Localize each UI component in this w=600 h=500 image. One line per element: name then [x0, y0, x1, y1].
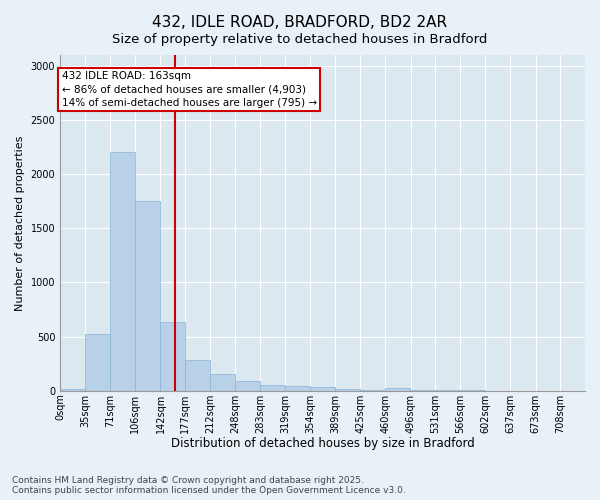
- Bar: [185, 360, 210, 390]
- Bar: [286, 386, 310, 390]
- Text: 432 IDLE ROAD: 163sqm
← 86% of detached houses are smaller (4,903)
14% of semi-d: 432 IDLE ROAD: 163sqm ← 86% of detached …: [62, 71, 317, 108]
- Bar: [160, 322, 185, 390]
- Text: 432, IDLE ROAD, BRADFORD, BD2 2AR: 432, IDLE ROAD, BRADFORD, BD2 2AR: [152, 15, 448, 30]
- Bar: [310, 387, 335, 390]
- Bar: [235, 381, 260, 390]
- Y-axis label: Number of detached properties: Number of detached properties: [15, 135, 25, 310]
- Bar: [110, 152, 135, 390]
- X-axis label: Distribution of detached houses by size in Bradford: Distribution of detached houses by size …: [171, 437, 475, 450]
- Bar: [335, 389, 359, 390]
- Bar: [210, 374, 235, 390]
- Text: Size of property relative to detached houses in Bradford: Size of property relative to detached ho…: [112, 32, 488, 46]
- Bar: [60, 388, 85, 390]
- Bar: [385, 388, 410, 390]
- Bar: [135, 201, 160, 390]
- Bar: [260, 384, 285, 390]
- Text: Contains HM Land Registry data © Crown copyright and database right 2025.
Contai: Contains HM Land Registry data © Crown c…: [12, 476, 406, 495]
- Bar: [85, 334, 110, 390]
